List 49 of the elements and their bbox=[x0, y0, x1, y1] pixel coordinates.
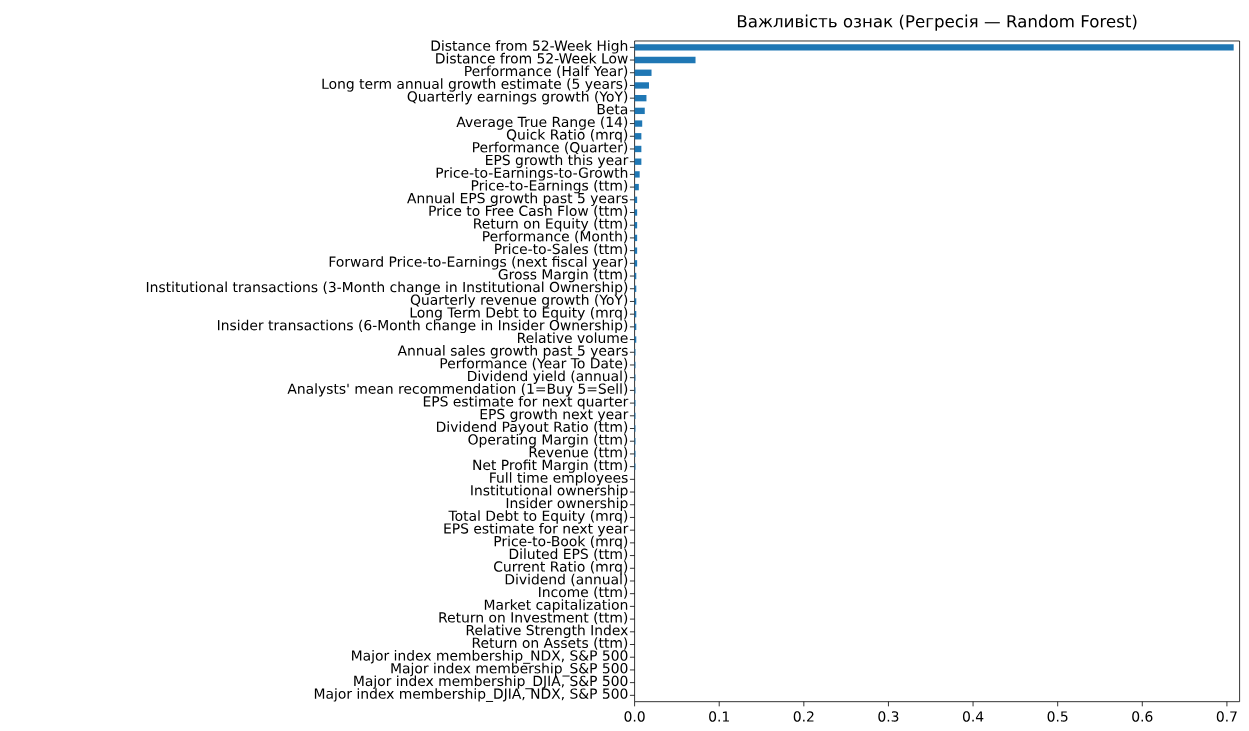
y-tick-label: Price-to-Earnings (ttm) bbox=[471, 179, 628, 194]
y-tick-label: Net Profit Margin (ttm) bbox=[473, 459, 628, 473]
y-tick-label: Performance (Year To Date) bbox=[440, 357, 628, 371]
x-tick-label: 0.1 bbox=[709, 711, 729, 722]
y-tick-label: Analysts' mean recommendation (1=Buy 5=Sell) bbox=[287, 383, 628, 397]
bar bbox=[634, 120, 643, 127]
y-tick-label: Forward Price-to-Earnings (next fiscal year) bbox=[329, 256, 628, 270]
y-tick-label: Operating Margin (ttm) bbox=[468, 434, 628, 448]
y-tick-label: Return on Assets (ttm) bbox=[472, 637, 628, 650]
x-tick-label: 0.7 bbox=[1216, 711, 1237, 722]
x-tick-label: 0.6 bbox=[1132, 711, 1153, 722]
x-tick-label: 0.5 bbox=[1047, 711, 1068, 722]
y-tick-label: Quarterly earnings growth (YoY) bbox=[407, 90, 628, 105]
bar bbox=[634, 44, 1234, 51]
x-tick-label: 0.0 bbox=[624, 711, 645, 722]
bar bbox=[634, 107, 645, 115]
bar bbox=[634, 82, 649, 89]
y-tick-label: Current Ratio (mrq) bbox=[494, 561, 628, 575]
y-tick-label: Institutional transactions (3-Month change in Institutional Ownership) bbox=[146, 281, 628, 295]
x-tick-label: 0.3 bbox=[878, 711, 899, 722]
y-tick-label: Distance from 52-Week Low bbox=[436, 52, 628, 64]
x-tick-label: 0.2 bbox=[793, 711, 814, 722]
y-tick-label: Revenue (ttm) bbox=[529, 446, 628, 460]
bar bbox=[634, 69, 652, 76]
y-tick-label: Quarterly revenue growth (YoY) bbox=[410, 294, 628, 308]
y-tick-label: Beta bbox=[597, 104, 628, 115]
y-tick-label: Insider ownership bbox=[506, 497, 628, 511]
y-tick-label: Relative volume bbox=[518, 332, 628, 344]
y-tick-label: EPS growth this year bbox=[486, 154, 629, 168]
y-tick-label: Price to Free Cash Flow (ttm) bbox=[429, 205, 628, 218]
y-tick-label: Return on Investment (ttm) bbox=[439, 611, 628, 625]
x-tick-label: 0.4 bbox=[962, 711, 984, 722]
bar bbox=[634, 56, 696, 64]
bar bbox=[634, 171, 640, 178]
y-tick-label: Total Debt to Equity (mrq) bbox=[448, 510, 628, 524]
y-tick-label: Performance (Month) bbox=[483, 230, 628, 244]
y-tick-label: Average True Range (14) bbox=[456, 116, 628, 130]
y-tick-label: Diluted EPS (ttm) bbox=[509, 548, 628, 561]
y-tick-label: Long term annual growth estimate (5 years) bbox=[322, 78, 628, 92]
y-tick-label: Market capitalization bbox=[484, 599, 628, 613]
y-tick-label: Dividend yield (annual) bbox=[468, 370, 628, 384]
y-tick-label: Performance (Half Year) bbox=[465, 65, 628, 78]
y-tick-label: Income (ttm) bbox=[539, 586, 628, 599]
y-tick-label: Performance (Quarter) bbox=[473, 141, 628, 155]
y-tick-label: Price-to-Earnings-to-Growth bbox=[436, 167, 628, 181]
y-tick-label: Dividend Payout Ratio (ttm) bbox=[437, 421, 628, 435]
y-tick-label: Dividend (annual) bbox=[505, 573, 628, 587]
y-tick-label: Price-to-Sales (ttm) bbox=[495, 243, 628, 256]
chart-title: Важливість ознак (Регресія — Random Forest) bbox=[737, 14, 1137, 31]
